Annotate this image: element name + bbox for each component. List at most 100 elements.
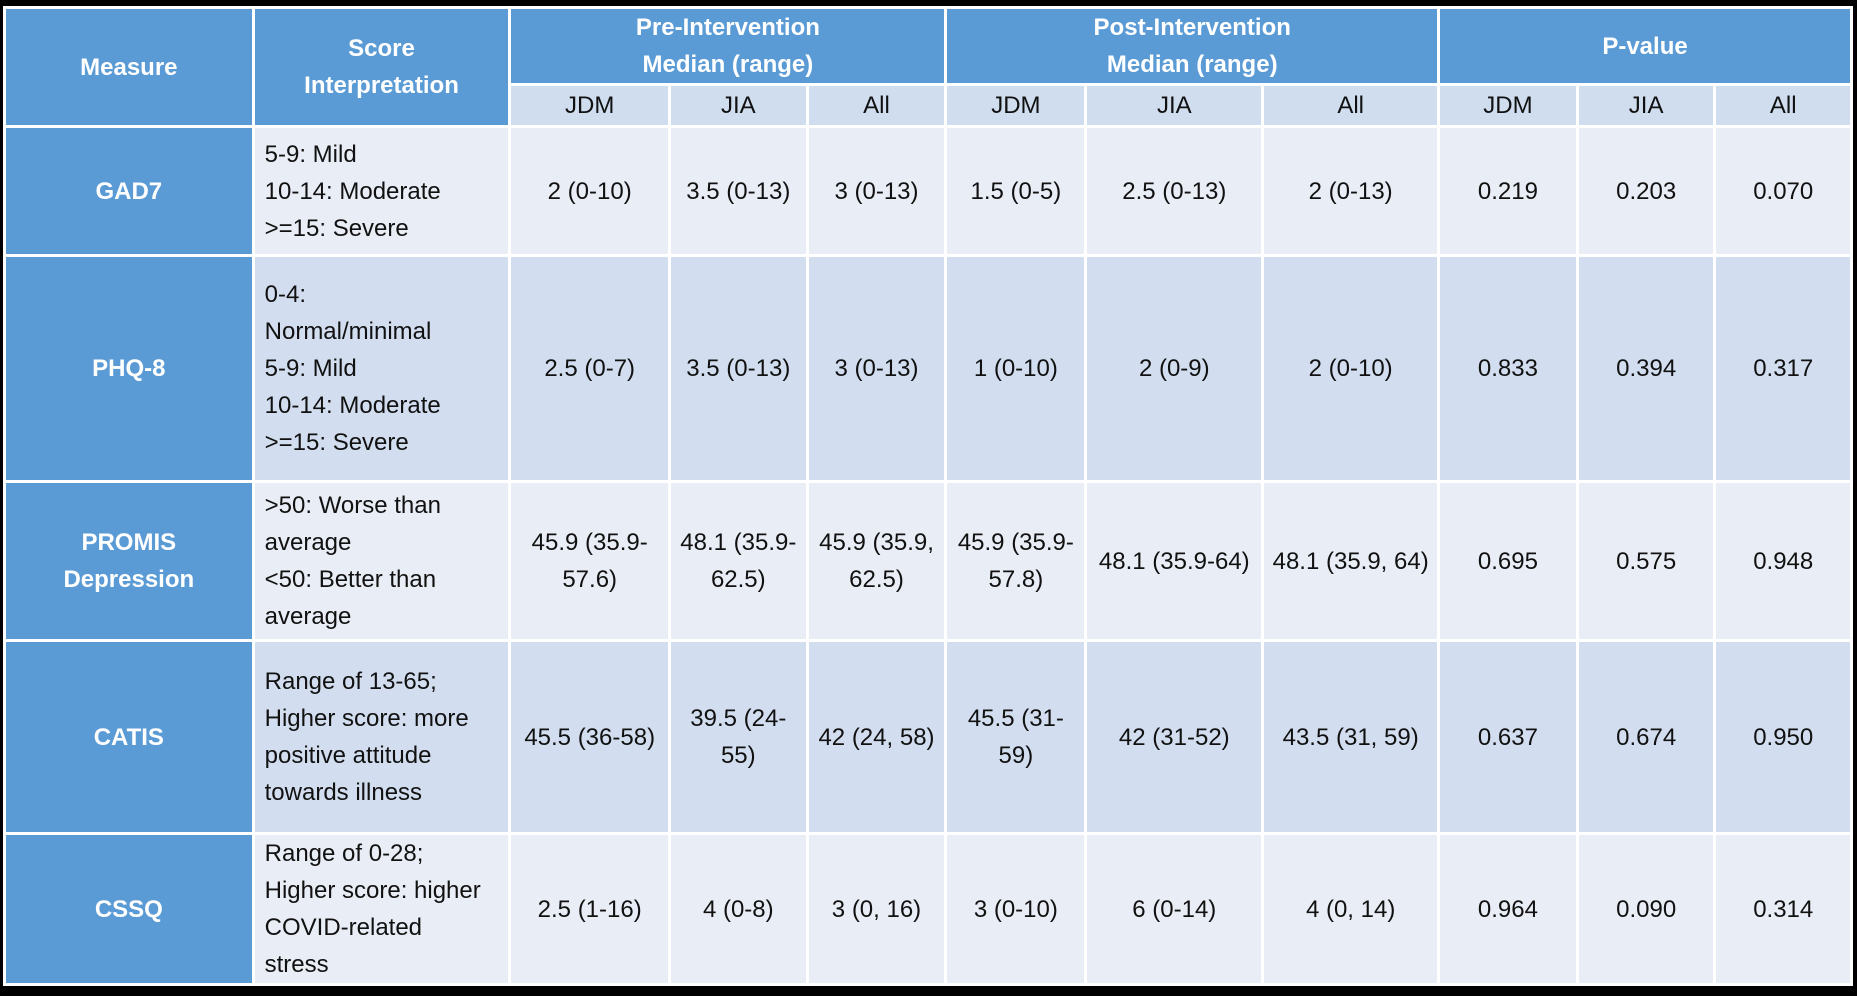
header-interpretation: Score Interpretation	[251, 6, 512, 128]
post-jia-cell: 48.1 (35.9-64)	[1084, 480, 1265, 642]
subheader-post-jdm: JDM	[944, 83, 1088, 128]
interpretation-cell-text: <50: Better than	[264, 566, 437, 593]
header-post-line: Post-Intervention	[1093, 14, 1291, 41]
table-row: CSSQ Range of 0-28; Higher score: higher CO…	[3, 832, 1853, 986]
interpretation-cell-text: COVID-related	[264, 914, 423, 941]
pre-jia-cell: 39.5 (24-55)	[667, 639, 809, 835]
interpretation-cell-text: >=15: Severe	[264, 214, 409, 242]
p-jdm-cell: 0.833	[1437, 254, 1579, 483]
table-body: GAD7 5-9: Mild 10-14: Moderate >=15: Severe…	[3, 125, 1853, 986]
header-pre: Pre-Intervention Median (range)	[508, 6, 948, 86]
post-all-cell: 2 (0-13)	[1261, 125, 1441, 257]
interpretation-cell-text: 0-4:	[264, 281, 306, 308]
measure-cell-text: CSSQ	[94, 895, 163, 923]
subheader-post-all: All	[1261, 83, 1441, 128]
header-pre-line: Median (range)	[642, 51, 814, 78]
pre-jia-cell: 48.1 (35.9-62.5)	[667, 480, 809, 642]
pre-all-cell: 42 (24, 58)	[805, 639, 948, 835]
measure-cell-text: PROMIS	[81, 529, 177, 556]
measure-cell-text: Depression	[63, 566, 195, 593]
interpretation-cell-text: average	[264, 603, 352, 630]
subheader-pre-all: All	[805, 83, 948, 128]
header-post-line: Median (range)	[1106, 51, 1278, 78]
interpretation-cell-text: positive attitude	[264, 742, 432, 769]
interpretation-cell-text: Higher score: more	[264, 705, 469, 732]
interpretation-cell-text: Range of 13-65;	[264, 668, 437, 695]
header-interpretation-line: Score	[348, 35, 415, 62]
pre-all-cell: 3 (0-13)	[805, 125, 948, 257]
post-jia-cell: 2.5 (0-13)	[1084, 125, 1265, 257]
table-row: PHQ-8 0-4: Normal/minimal 5-9: Mild 10-14: M…	[3, 254, 1853, 483]
table-row: PROMIS Depression >50: Worse than average <5…	[3, 480, 1853, 642]
interpretation-cell: 5-9: Mild 10-14: Moderate >=15: Severe	[251, 125, 512, 257]
pre-jdm-cell: 2 (0-10)	[508, 125, 671, 257]
header-pvalue: P-value	[1437, 6, 1853, 86]
p-all-cell: 0.070	[1713, 125, 1853, 257]
pre-all-cell: 3 (0, 16)	[805, 832, 948, 986]
subheader-row: JDM JIA All JDM JIA All JDM JIA All	[5, 83, 1853, 128]
pre-jia-cell: 3.5 (0-13)	[667, 125, 809, 257]
interpretation-cell-text: 10-14: Moderate	[264, 177, 441, 205]
pre-jdm-cell: 2.5 (0-7)	[508, 254, 671, 483]
interpretation-cell: >50: Worse than average <50: Better than av…	[251, 480, 512, 642]
p-jdm-cell: 0.695	[1437, 480, 1579, 642]
interpretation-cell: 0-4: Normal/minimal 5-9: Mild 10-14: Modera…	[251, 254, 512, 483]
interpretation-cell-text: stress	[264, 951, 329, 978]
interpretation-cell-text: >50: Worse than	[264, 492, 441, 519]
p-jia-cell: 0.394	[1575, 254, 1717, 483]
header-interpretation-line: Interpretation	[304, 72, 459, 99]
table-row: CATIS Range of 13-65; Higher score: more po…	[3, 639, 1853, 835]
post-jdm-cell: 45.9 (35.9-57.8)	[944, 480, 1088, 642]
p-jdm-cell: 0.637	[1437, 639, 1579, 835]
p-jia-cell: 0.575	[1575, 480, 1717, 642]
post-all-cell: 4 (0, 14)	[1261, 832, 1441, 986]
interpretation-cell: Range of 0-28; Higher score: higher COVID-…	[251, 832, 512, 986]
header-pre-line: Pre-Intervention	[635, 14, 820, 41]
interpretation-cell-text: 5-9: Mild	[264, 355, 357, 382]
subheader-post-jia: JIA	[1084, 83, 1265, 128]
subheader-p-jdm: JDM	[1437, 83, 1579, 128]
post-jdm-cell: 45.5 (31-59)	[944, 639, 1088, 835]
post-jia-cell: 6 (0-14)	[1084, 832, 1265, 986]
interpretation-cell-text: 10-14: Moderate	[264, 392, 441, 419]
p-all-cell: 0.317	[1713, 254, 1853, 483]
interpretation-cell-text: average	[264, 529, 352, 556]
p-all-cell: 0.950	[1713, 639, 1853, 835]
p-jdm-cell: 0.964	[1437, 832, 1579, 986]
pre-jdm-cell: 45.5 (36-58)	[508, 639, 671, 835]
pre-all-cell: 45.9 (35.9, 62.5)	[805, 480, 948, 642]
post-all-cell: 2 (0-10)	[1261, 254, 1441, 483]
interpretation-cell: Range of 13-65; Higher score: more positiv…	[251, 639, 512, 835]
post-all-cell: 43.5 (31, 59)	[1261, 639, 1441, 835]
results-table: Measure Score Interpretation Pre-Interve…	[3, 6, 1853, 986]
measure-cell-text: PHQ-8	[92, 355, 166, 382]
p-jia-cell: 0.674	[1575, 639, 1717, 835]
p-jia-cell: 0.203	[1575, 125, 1717, 257]
interpretation-cell-text: 5-9: Mild	[264, 140, 357, 168]
pre-jdm-cell: 45.9 (35.9-57.6)	[508, 480, 671, 642]
p-jdm-cell: 0.219	[1437, 125, 1579, 257]
header-post: Post-Intervention Median (range)	[944, 6, 1441, 86]
interpretation-cell-text: >=15: Severe	[264, 429, 409, 456]
pre-jia-cell: 3.5 (0-13)	[667, 254, 809, 483]
p-all-cell: 0.314	[1713, 832, 1853, 986]
measure-cell-text: CATIS	[93, 723, 164, 751]
subheader-p-jia: JIA	[1575, 83, 1717, 128]
p-all-cell: 0.948	[1713, 480, 1853, 642]
measure-cell: CSSQ	[3, 832, 255, 986]
measure-cell: CATIS	[3, 639, 255, 835]
pre-all-cell: 3 (0-13)	[805, 254, 948, 483]
measure-cell: PHQ-8	[3, 254, 255, 483]
pre-jia-cell: 4 (0-8)	[667, 832, 809, 986]
measure-cell-text: GAD7	[95, 177, 163, 205]
interpretation-cell-text: Higher score: higher	[264, 877, 481, 904]
interpretation-cell-text: Normal/minimal	[264, 318, 432, 345]
interpretation-cell-text: towards illness	[264, 779, 423, 806]
subheader-pre-jia: JIA	[667, 83, 809, 128]
post-jdm-cell: 3 (0-10)	[944, 832, 1088, 986]
post-jia-cell: 42 (31-52)	[1084, 639, 1265, 835]
subheader-p-all: All	[1713, 83, 1853, 128]
header-measure: Measure	[3, 6, 255, 128]
measure-cell: PROMIS Depression	[3, 480, 255, 642]
interpretation-cell-text: Range of 0-28;	[264, 840, 424, 867]
